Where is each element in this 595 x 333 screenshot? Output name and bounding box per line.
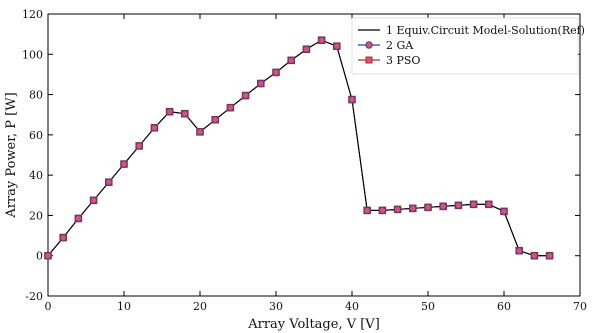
data-point-ga bbox=[135, 142, 143, 150]
x-tick-label: 70 bbox=[573, 300, 587, 313]
x-tick-label: 20 bbox=[193, 300, 207, 313]
x-axis-label: Array Voltage, V [V] bbox=[247, 317, 380, 332]
legend-box bbox=[351, 17, 579, 75]
data-point-ga bbox=[105, 178, 113, 186]
data-point-ga bbox=[454, 201, 463, 210]
data-point-ga bbox=[378, 206, 387, 215]
data-point-ga bbox=[89, 196, 98, 205]
x-tick-label: 50 bbox=[421, 300, 435, 313]
data-point-ga bbox=[196, 128, 204, 136]
data-point-ga bbox=[317, 36, 326, 44]
y-tick-label: -20 bbox=[25, 290, 43, 303]
x-tick-label: 0 bbox=[45, 300, 52, 313]
legend-entry-ga: 2 GA bbox=[358, 39, 414, 52]
series-layer bbox=[44, 36, 554, 260]
data-point-ga bbox=[59, 233, 67, 242]
data-point-ga bbox=[287, 56, 295, 65]
data-point-ga bbox=[150, 124, 159, 132]
series-markers-ga bbox=[44, 36, 554, 260]
data-point-ga bbox=[393, 205, 402, 214]
data-point-ga bbox=[545, 252, 554, 260]
y-tick-label: 40 bbox=[29, 169, 43, 182]
data-point-ga bbox=[226, 103, 235, 112]
data-point-ga bbox=[165, 107, 174, 116]
legend-marker-pso bbox=[365, 56, 373, 64]
legend-marker-ga bbox=[365, 41, 373, 49]
legend-entry-ref: 1 Equiv.Circuit Model-Solution(Ref) bbox=[358, 24, 585, 37]
data-point-ga bbox=[272, 68, 280, 77]
y-tick-label: 100 bbox=[22, 48, 43, 61]
data-point-ga bbox=[469, 200, 478, 209]
x-tick-label: 40 bbox=[345, 300, 359, 313]
data-point-ga bbox=[424, 203, 432, 212]
x-tick-label: 10 bbox=[117, 300, 131, 313]
data-point-ga bbox=[530, 252, 539, 260]
data-point-ga bbox=[181, 110, 189, 118]
x-tick-label: 30 bbox=[269, 300, 283, 313]
data-point-ga bbox=[74, 214, 83, 223]
data-point-ga bbox=[44, 252, 52, 260]
legend-label-ga: 2 GA bbox=[386, 39, 414, 52]
data-point-ga bbox=[333, 42, 341, 50]
y-axis-label: Array Power, P [W] bbox=[4, 92, 19, 218]
data-point-ga bbox=[363, 206, 371, 215]
data-point-ga bbox=[257, 79, 265, 88]
data-point-ga bbox=[241, 91, 250, 100]
legend: 1 Equiv.Circuit Model-Solution(Ref) 2 GA… bbox=[351, 17, 585, 75]
x-tick-label: 60 bbox=[497, 300, 511, 313]
legend-label-pso: 3 PSO bbox=[386, 54, 420, 67]
y-tick-label: 20 bbox=[29, 209, 43, 222]
legend-entry-pso: 3 PSO bbox=[358, 54, 420, 67]
data-point-ga bbox=[485, 200, 493, 209]
data-point-ga bbox=[500, 207, 508, 216]
data-point-ga bbox=[409, 204, 417, 213]
data-point-ga bbox=[515, 246, 523, 255]
data-point-ga bbox=[348, 95, 356, 104]
data-point-ga bbox=[120, 160, 128, 168]
y-tick-label: 120 bbox=[22, 8, 43, 21]
data-point-ga bbox=[439, 202, 447, 211]
series-line-ref bbox=[47, 39, 550, 257]
y-tick-label: 60 bbox=[29, 129, 43, 142]
data-point-ga bbox=[302, 45, 311, 53]
y-tick-label: 80 bbox=[29, 89, 43, 102]
y-tick-label: 0 bbox=[36, 250, 43, 263]
data-point-ga bbox=[211, 116, 219, 124]
legend-label-ref: 1 Equiv.Circuit Model-Solution(Ref) bbox=[386, 24, 585, 37]
